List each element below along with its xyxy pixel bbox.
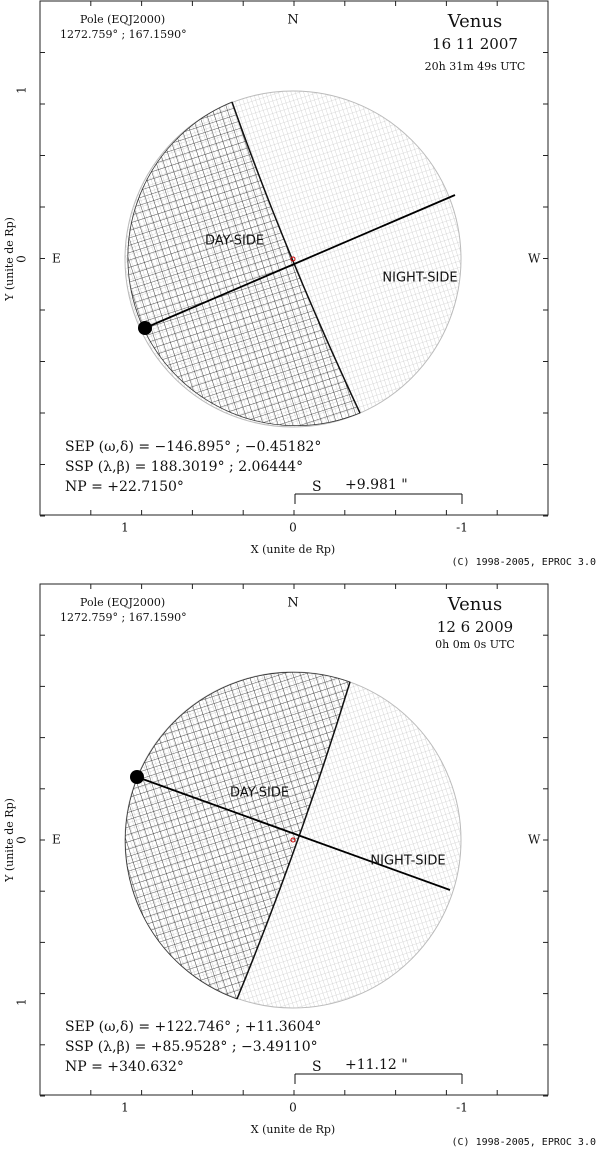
day-label: DAY-SIDE bbox=[205, 234, 264, 249]
date: 12 6 2009 bbox=[437, 618, 513, 636]
sep: SEP (ω,δ) = −146.895° ; −0.45182° bbox=[65, 439, 321, 455]
ssp: SSP (λ,β) = +85.9528° ; −3.49110° bbox=[65, 1039, 318, 1055]
pole-label: Pole (EQJ2000) bbox=[80, 596, 165, 609]
equator bbox=[144, 194, 456, 329]
sub-point bbox=[138, 321, 152, 335]
time: 0h 0m 0s UTC bbox=[435, 638, 515, 651]
x-axis-label: X (unite de Rp) bbox=[251, 543, 335, 556]
north: N bbox=[287, 596, 298, 611]
scale-label: S bbox=[312, 479, 322, 495]
center-mark bbox=[290, 837, 296, 843]
time: 20h 31m 49s UTC bbox=[425, 60, 526, 73]
sep: SEP (ω,δ) = +122.746° ; +11.3604° bbox=[65, 1019, 321, 1035]
x-axis-label: X (unite de Rp) bbox=[251, 1123, 335, 1136]
night-label: NIGHT-SIDE bbox=[382, 271, 457, 286]
sub-point bbox=[130, 770, 144, 784]
east: E bbox=[52, 252, 61, 266]
x-tick-label: 1 bbox=[121, 1101, 129, 1115]
planet: Venus bbox=[447, 11, 502, 32]
pole-label: Pole (EQJ2000) bbox=[80, 13, 165, 26]
night-label: NIGHT-SIDE bbox=[370, 854, 445, 869]
y-axis-label: Y (unite de Rp) bbox=[3, 798, 16, 883]
terminator bbox=[236, 681, 351, 1000]
west: W bbox=[528, 252, 541, 266]
copyright: (C) 1998-2005, EPROC 3.0 bbox=[452, 1137, 597, 1148]
scale-value: +9.981 " bbox=[345, 477, 408, 493]
x-tick-label: 0 bbox=[289, 1101, 297, 1115]
panel: Pole (EQJ2000) 1272.759° ; 167.1590° N E W Ve… bbox=[3, 0, 597, 568]
copyright: (C) 1998-2005, EPROC 3.0 bbox=[452, 557, 597, 568]
west: W bbox=[528, 833, 541, 847]
scale-value: +11.12 " bbox=[345, 1057, 408, 1073]
x-tick-label: 1 bbox=[121, 521, 129, 535]
equator bbox=[136, 776, 451, 891]
x-tick-label: 0 bbox=[289, 521, 297, 535]
y-tick-label: 0 bbox=[15, 836, 29, 844]
planet: Venus bbox=[447, 594, 502, 615]
ssp: SSP (λ,β) = 188.3019° ; 2.06444° bbox=[65, 459, 303, 475]
y-tick-label: 1 bbox=[15, 86, 29, 94]
north: N bbox=[287, 13, 298, 28]
y-axis-label: Y (unite de Rp) bbox=[3, 217, 16, 302]
np: NP = +22.7150° bbox=[65, 479, 184, 495]
center-mark bbox=[290, 256, 296, 262]
date: 16 11 2007 bbox=[432, 35, 518, 53]
east: E bbox=[52, 833, 61, 847]
terminator bbox=[231, 101, 361, 414]
day-label: DAY-SIDE bbox=[230, 786, 289, 801]
pole-values: 1272.759° ; 167.1590° bbox=[60, 28, 187, 41]
panel: Pole (EQJ2000) 1272.759° ; 167.1590° N E W Ve… bbox=[3, 583, 597, 1148]
np: NP = +340.632° bbox=[65, 1059, 184, 1075]
scale-label: S bbox=[312, 1059, 322, 1075]
y-tick-label: 0 bbox=[15, 255, 29, 263]
x-tick-label: -1 bbox=[456, 1101, 468, 1115]
x-tick-label: -1 bbox=[456, 521, 468, 535]
y-tick-label: 1 bbox=[15, 998, 29, 1006]
pole-values: 1272.759° ; 167.1590° bbox=[60, 611, 187, 624]
